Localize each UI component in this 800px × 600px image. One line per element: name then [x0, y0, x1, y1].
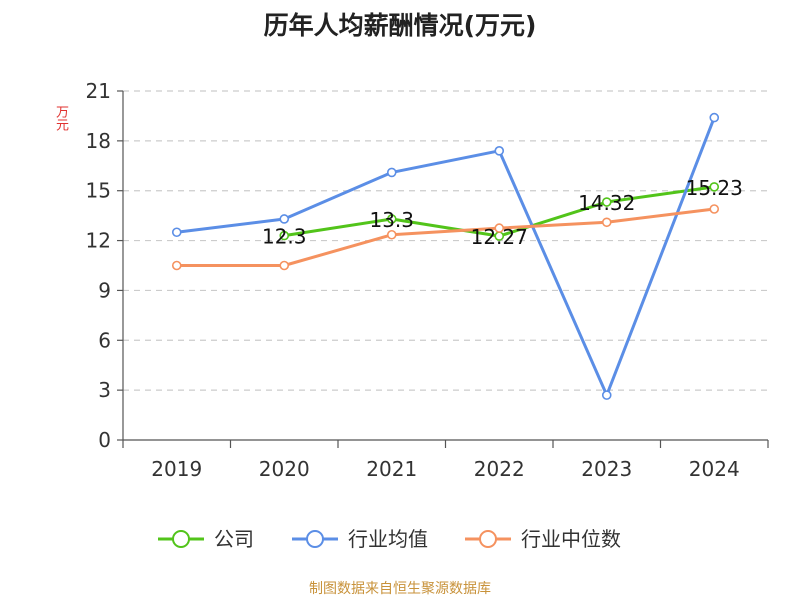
y-tick-label: 0 — [98, 428, 111, 452]
data-point — [279, 260, 290, 271]
data-point — [601, 390, 612, 400]
data-label-layer: 12.3 13.3 12.27 14.32 15.23 — [262, 176, 743, 249]
y-tick-label: 3 — [98, 378, 111, 402]
data-label: 15.23 — [686, 176, 743, 200]
source-footer: 制图数据来自恒生聚源数据库 — [309, 581, 491, 597]
grid-layer — [123, 90, 768, 391]
data-point — [171, 227, 182, 238]
data-point — [279, 230, 290, 241]
data-point — [709, 182, 720, 192]
y-tick-label: 15 — [86, 179, 111, 203]
axis-layer: 0 3 6 9 12 15 18 21 2019 2020 2021 2022 2023 2024 — [86, 79, 769, 481]
x-tick-label: 2023 — [581, 457, 632, 481]
series-layer — [171, 112, 720, 400]
y-tick-label: 21 — [86, 79, 111, 103]
data-point — [386, 167, 397, 178]
legend-label: 行业中位数 — [521, 527, 621, 551]
data-point — [171, 260, 182, 271]
data-point — [709, 204, 720, 214]
data-point — [386, 214, 397, 224]
legend-marker — [479, 530, 497, 548]
legend: 公司 行业均值 行业中位数 — [158, 527, 621, 551]
y-axis-unit-label: 万元 — [53, 105, 68, 131]
data-label: 14.32 — [578, 191, 635, 215]
x-tick-label: 2019 — [151, 457, 202, 481]
series-line — [176, 207, 715, 267]
y-tick-label: 18 — [86, 129, 111, 153]
data-point — [279, 214, 290, 224]
data-label: 12.3 — [262, 225, 307, 249]
data-point — [494, 223, 505, 233]
legend-label: 行业均值 — [348, 527, 428, 551]
y-tick-label: 12 — [86, 229, 111, 253]
y-tick-label: 6 — [98, 328, 111, 352]
data-label: 13.3 — [369, 208, 414, 232]
legend-marker — [306, 530, 324, 548]
data-label: 12.27 — [471, 225, 528, 249]
data-point — [601, 217, 612, 228]
x-tick-label: 2022 — [474, 457, 525, 481]
data-point — [494, 146, 505, 156]
data-point — [601, 197, 612, 207]
chart-title: 历年人均薪酬情况(万元) — [263, 11, 537, 40]
data-point — [709, 112, 720, 123]
x-tick-label: 2020 — [259, 457, 310, 481]
legend-marker — [172, 530, 190, 548]
legend-label: 公司 — [214, 527, 254, 551]
x-tick-label: 2021 — [366, 457, 417, 481]
data-point — [386, 229, 397, 240]
series-line — [176, 117, 716, 397]
x-tick-label: 2024 — [689, 457, 740, 481]
y-tick-label: 9 — [98, 278, 111, 302]
